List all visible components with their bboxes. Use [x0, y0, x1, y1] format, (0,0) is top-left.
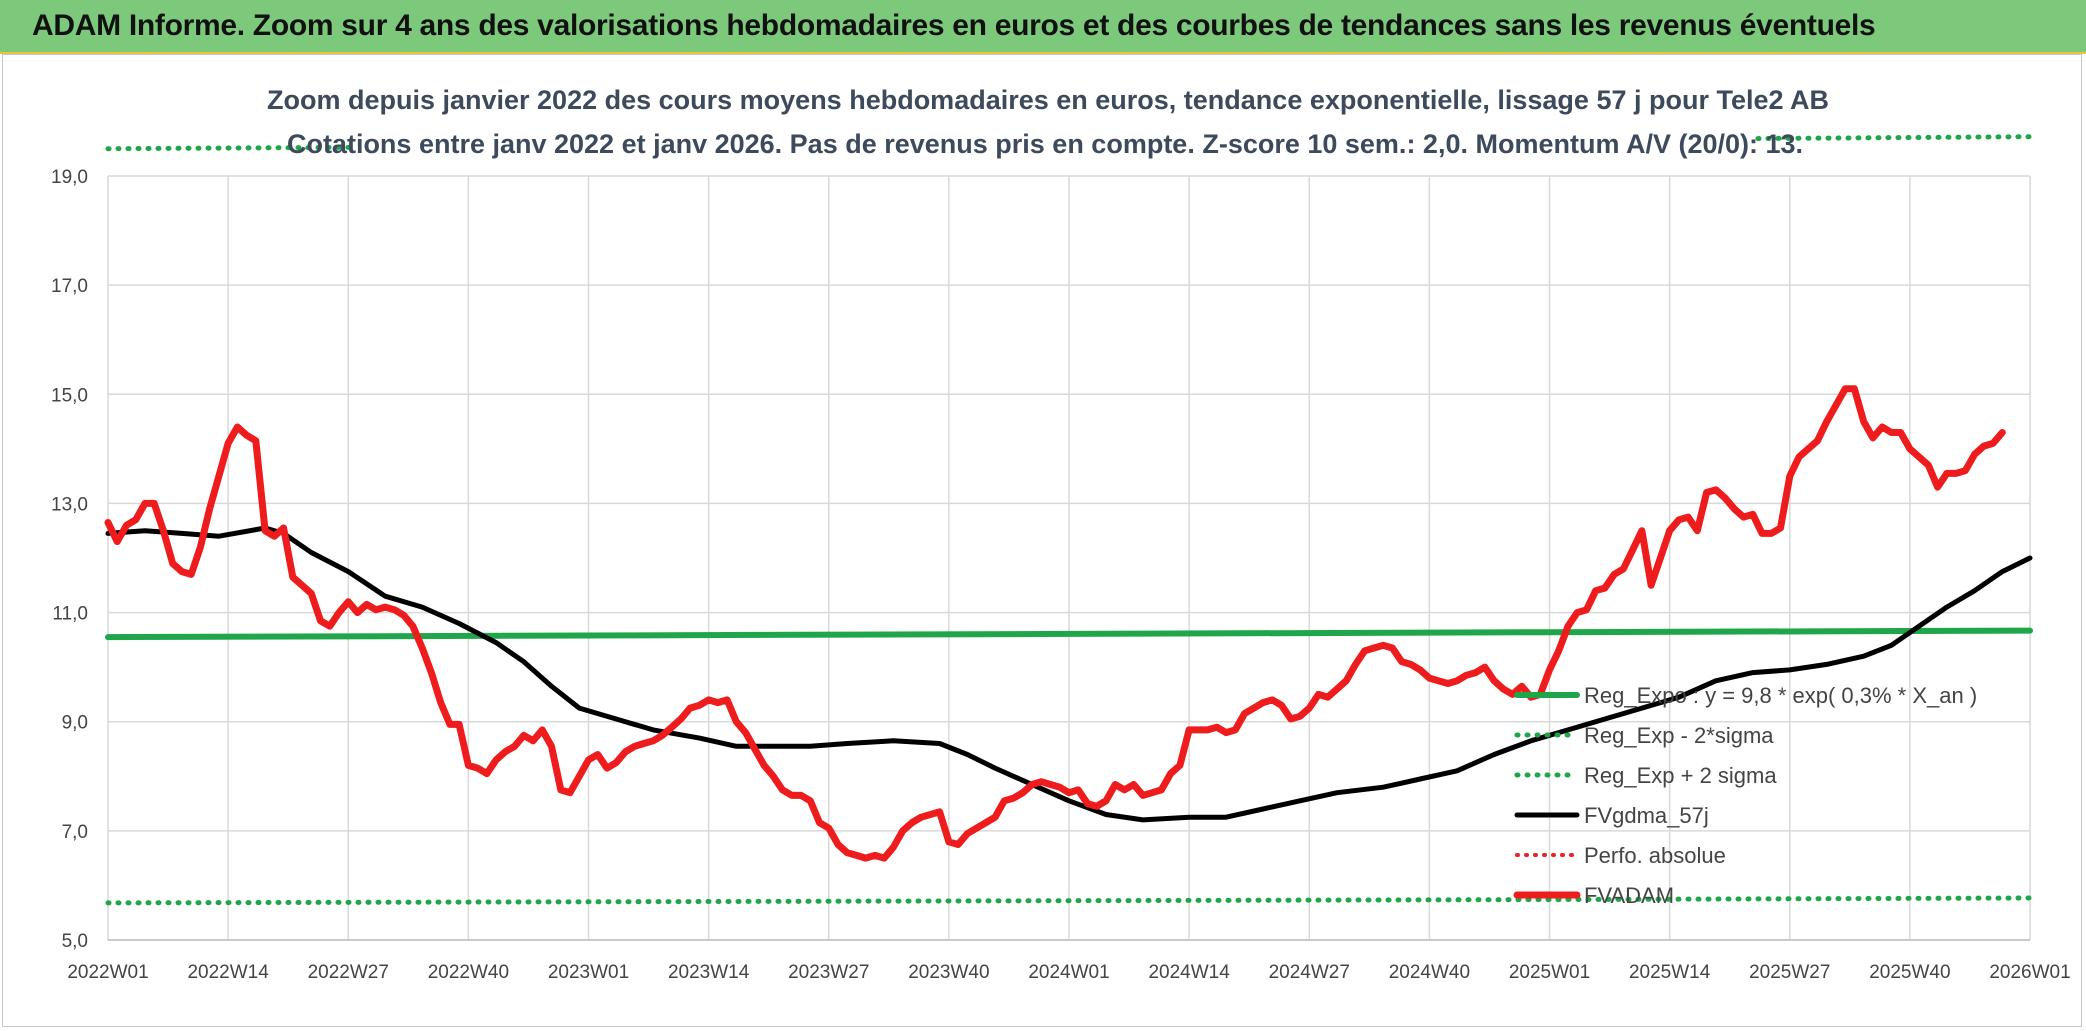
x-tick-label: 2025W40	[1869, 962, 1950, 983]
legend-label-high: Reg_Exp + 2 sigma	[1584, 763, 1777, 788]
series-line-ma	[105, 525, 2033, 823]
y-tick-label: 19,0	[51, 167, 88, 188]
chart-frame	[2, 54, 2082, 1027]
x-tick-label: 2025W14	[1629, 962, 1711, 983]
x-tick-label: 2025W01	[1509, 962, 1590, 983]
x-tick-label: 2022W14	[187, 962, 269, 983]
y-tick-label: 13,0	[51, 494, 88, 515]
legend: Reg_Expo : y = 9,8 * exp( 0,3% * X_an ) R…	[1513, 683, 1977, 908]
legend-label-reg: Reg_Expo : y = 9,8 * exp( 0,3% * X_an )	[1584, 683, 1977, 708]
chart-title: Zoom depuis janvier 2022 des cours moyen…	[267, 85, 1829, 115]
series-line-low	[105, 895, 2033, 906]
x-tick-label: 2023W27	[788, 962, 869, 983]
x-tick-label: 2024W27	[1269, 962, 1350, 983]
legend-label-low: Reg_Exp - 2*sigma	[1584, 723, 1774, 748]
y-tick-label: 5,0	[62, 931, 88, 952]
legend-label-ma: FVgdma_57j	[1584, 803, 1709, 828]
y-tick-label: 9,0	[62, 713, 88, 734]
series-line-fv	[104, 385, 2006, 862]
x-tick-label: 2022W40	[428, 962, 509, 983]
legend-label-fv: FVADAM	[1584, 883, 1674, 908]
y-tick-label: 11,0	[52, 604, 88, 625]
x-tick-label: 2023W40	[908, 962, 989, 983]
x-tick-label: 2023W14	[668, 962, 750, 983]
subtitle-backdrop	[355, 124, 1755, 168]
grid-lines	[107, 175, 2031, 941]
axis-labels: 5,0 7,0 9,0 11,0 13,0 15,0 17,0 19,0 2022W01 2022…	[51, 167, 2071, 983]
legend-label-perfo: Perfo. absolue	[1584, 843, 1726, 868]
x-tick-label: 2022W01	[67, 962, 148, 983]
x-tick-label: 2023W01	[548, 962, 629, 983]
chart-subtitle: Cotations entre janv 2022 et janv 2026. …	[287, 129, 1803, 159]
report-title: ADAM Informe. Zoom sur 4 ans des valoris…	[32, 9, 1876, 42]
x-tick-label: 2025W27	[1749, 962, 1830, 983]
x-tick-label: 2024W01	[1028, 962, 1109, 983]
report-banner: ADAM Informe. Zoom sur 4 ans des valoris…	[0, 0, 2086, 54]
x-tick-label: 2026W01	[1989, 962, 2070, 983]
x-tick-label: 2022W27	[308, 962, 389, 983]
series-line-reg	[105, 627, 2033, 641]
y-tick-label: 15,0	[51, 385, 88, 406]
x-tick-label: 2024W14	[1148, 962, 1230, 983]
y-tick-label: 17,0	[51, 276, 88, 297]
x-tick-label: 2024W40	[1389, 962, 1470, 983]
y-tick-label: 7,0	[62, 822, 88, 843]
